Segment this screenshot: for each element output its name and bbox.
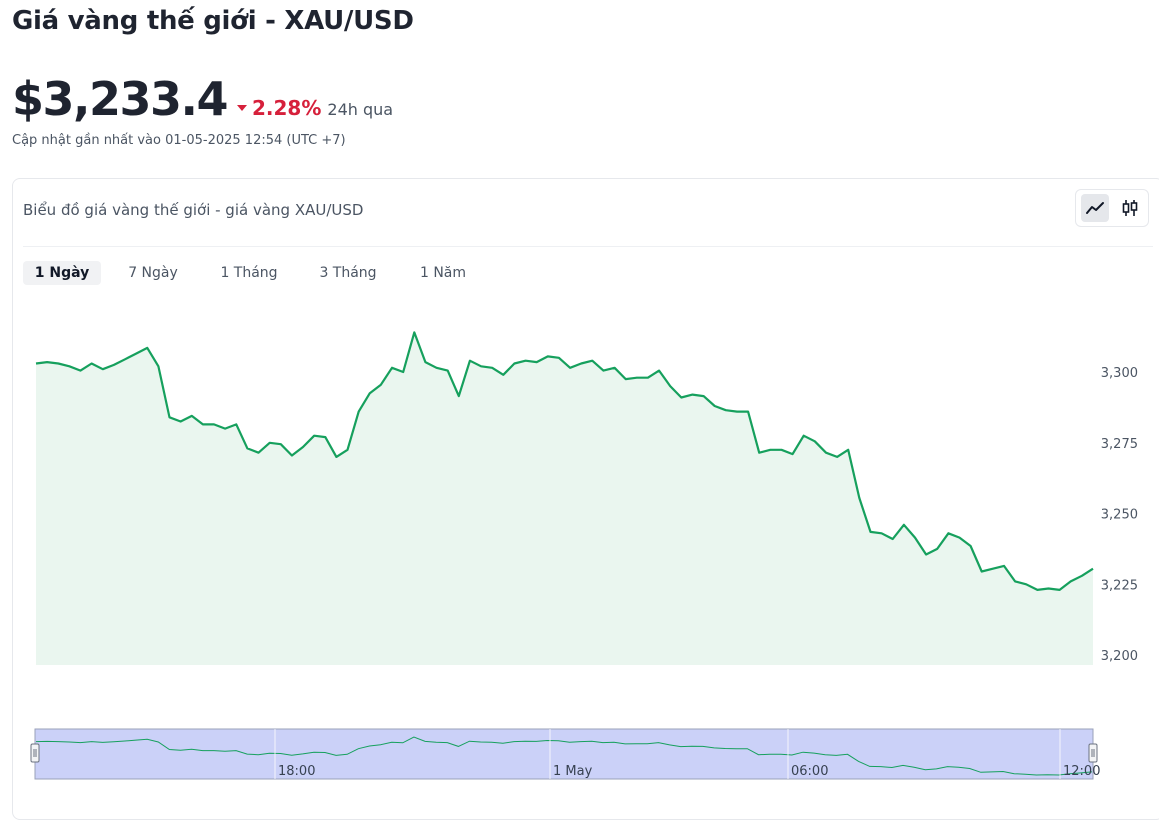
navigator-left-handle[interactable]	[30, 743, 40, 763]
chart-card-title: Biểu đồ giá vàng thế giới - giá vàng XAU…	[23, 201, 364, 219]
navigator-tick-label: 06:00	[791, 764, 828, 779]
price-summary: $3,233.4 2.28% 24h qua	[12, 72, 393, 126]
card-divider	[23, 246, 1153, 247]
current-price: $3,233.4	[12, 72, 229, 126]
page-title: Giá vàng thế giới - XAU/USD	[12, 6, 414, 36]
price-change-period: 24h qua	[327, 100, 394, 119]
navigator-line	[35, 736, 1093, 776]
navigator-tick-label: 1 May	[553, 764, 593, 779]
tab-3-months[interactable]: 3 Tháng	[319, 265, 377, 281]
y-tick-label: 3,300	[1101, 366, 1138, 381]
tab-1-year[interactable]: 1 Năm	[419, 265, 467, 281]
candlestick-icon	[1122, 200, 1138, 216]
navigator-tick-label: 18:00	[278, 764, 315, 779]
y-tick-label: 3,200	[1101, 649, 1138, 664]
price-change-percent: 2.28%	[252, 96, 322, 120]
y-tick-label: 3,225	[1101, 578, 1138, 593]
navigator-tick-label: 12:00	[1063, 764, 1100, 779]
tab-1-day[interactable]: 1 Ngày	[23, 261, 101, 285]
y-tick-label: 3,275	[1101, 437, 1138, 452]
navigator-right-handle[interactable]	[1088, 743, 1098, 763]
chart-type-toggle	[1075, 189, 1149, 227]
line-chart-button[interactable]	[1081, 194, 1109, 222]
down-arrow-icon	[237, 105, 247, 111]
last-updated: Cập nhật gần nhất vào 01-05-2025 12:54 (…	[12, 133, 346, 148]
candlestick-button[interactable]	[1116, 194, 1144, 222]
line-chart-icon	[1086, 202, 1104, 214]
price-chart: 3,200 3,225 3,250 3,275 3,300 18:00 1 May 06:00…	[30, 331, 1138, 780]
tab-7-days[interactable]: 7 Ngày	[128, 265, 178, 281]
tab-1-month[interactable]: 1 Tháng	[220, 265, 278, 281]
price-line	[35, 331, 1094, 592]
price-area	[36, 332, 1093, 665]
y-tick-label: 3,250	[1101, 508, 1138, 523]
